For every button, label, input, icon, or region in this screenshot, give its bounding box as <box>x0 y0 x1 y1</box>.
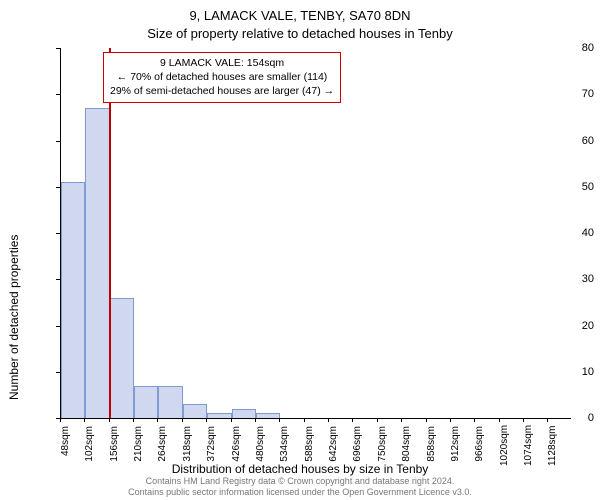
x-tick-label: 372sqm <box>206 426 217 466</box>
histogram-bar <box>110 298 134 418</box>
y-tick-label: 40 <box>538 227 600 239</box>
chart-container: { "title_main": "9, LAMACK VALE, TENBY, … <box>0 0 600 500</box>
histogram-bar <box>232 409 256 418</box>
y-tick-mark <box>56 326 60 327</box>
x-tick-mark <box>279 418 280 422</box>
x-tick-label: 750sqm <box>377 426 388 466</box>
x-tick-label: 804sqm <box>401 426 412 466</box>
x-tick-label: 858sqm <box>426 426 437 466</box>
x-tick-label: 1128sqm <box>547 426 558 466</box>
footer-line2: Contains public sector information licen… <box>0 487 600 498</box>
x-tick-label: 48sqm <box>60 426 71 466</box>
x-tick-label: 534sqm <box>279 426 290 466</box>
x-tick-label: 102sqm <box>84 426 95 466</box>
histogram-bar <box>85 108 109 418</box>
histogram-bar <box>183 404 207 418</box>
x-tick-mark <box>231 418 232 422</box>
x-tick-mark <box>304 418 305 422</box>
x-tick-mark <box>84 418 85 422</box>
y-tick-label: 50 <box>538 181 600 193</box>
histogram-bar <box>134 386 158 418</box>
x-tick-mark <box>547 418 548 422</box>
histogram-bar <box>207 413 231 418</box>
y-tick-mark <box>56 141 60 142</box>
y-axis-label: Number of detached properties <box>7 235 21 400</box>
x-tick-mark <box>401 418 402 422</box>
y-tick-mark <box>56 372 60 373</box>
y-tick-mark <box>56 187 60 188</box>
x-tick-mark <box>523 418 524 422</box>
y-tick-label: 70 <box>538 88 600 100</box>
y-tick-mark <box>56 233 60 234</box>
y-tick-mark <box>56 279 60 280</box>
x-tick-mark <box>109 418 110 422</box>
property-marker-line <box>109 48 111 418</box>
y-tick-label: 80 <box>538 42 600 54</box>
x-tick-mark <box>255 418 256 422</box>
y-tick-mark <box>56 94 60 95</box>
x-tick-mark <box>157 418 158 422</box>
x-tick-mark <box>499 418 500 422</box>
x-tick-label: 318sqm <box>182 426 193 466</box>
title-sub: Size of property relative to detached ho… <box>0 26 600 41</box>
x-tick-mark <box>377 418 378 422</box>
x-tick-mark <box>352 418 353 422</box>
x-tick-mark <box>60 418 61 422</box>
footer-line1: Contains HM Land Registry data © Crown c… <box>0 476 600 487</box>
x-tick-label: 588sqm <box>304 426 315 466</box>
plot-area <box>60 48 571 419</box>
title-main: 9, LAMACK VALE, TENBY, SA70 8DN <box>0 8 600 23</box>
annotation-box: 9 LAMACK VALE: 154sqm ← 70% of detached … <box>103 52 341 103</box>
x-tick-mark <box>474 418 475 422</box>
x-tick-label: 1074sqm <box>523 426 534 466</box>
x-tick-label: 426sqm <box>231 426 242 466</box>
annotation-line2: ← 70% of detached houses are smaller (11… <box>110 70 334 84</box>
histogram-bar <box>158 386 182 418</box>
x-tick-label: 912sqm <box>450 426 461 466</box>
x-tick-mark <box>133 418 134 422</box>
x-tick-mark <box>182 418 183 422</box>
histogram-bar <box>61 182 85 418</box>
x-tick-mark <box>450 418 451 422</box>
footer: Contains HM Land Registry data © Crown c… <box>0 476 600 498</box>
x-tick-mark <box>426 418 427 422</box>
x-tick-label: 210sqm <box>133 426 144 466</box>
x-tick-mark <box>206 418 207 422</box>
x-tick-label: 642sqm <box>328 426 339 466</box>
annotation-line1: 9 LAMACK VALE: 154sqm <box>110 56 334 70</box>
histogram-bar <box>256 413 280 418</box>
y-tick-label: 60 <box>538 135 600 147</box>
x-tick-label: 966sqm <box>474 426 485 466</box>
x-tick-label: 1020sqm <box>499 426 510 466</box>
x-tick-mark <box>328 418 329 422</box>
annotation-line3: 29% of semi-detached houses are larger (… <box>110 84 334 98</box>
x-tick-label: 156sqm <box>109 426 120 466</box>
x-tick-label: 264sqm <box>157 426 168 466</box>
y-tick-label: 20 <box>538 320 600 332</box>
y-tick-label: 10 <box>538 366 600 378</box>
x-tick-label: 696sqm <box>352 426 363 466</box>
y-tick-mark <box>56 48 60 49</box>
x-tick-label: 480sqm <box>255 426 266 466</box>
y-tick-label: 30 <box>538 273 600 285</box>
